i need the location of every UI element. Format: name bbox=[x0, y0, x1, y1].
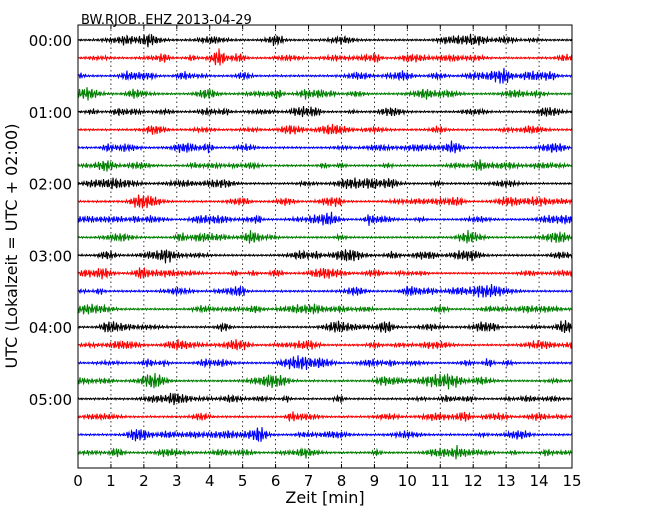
seismic-trace-0045 bbox=[77, 87, 573, 101]
y-tick-label: 03:00 bbox=[29, 247, 72, 265]
x-tick-label: 12 bbox=[464, 472, 483, 490]
seismic-trace-0445 bbox=[77, 373, 573, 390]
x-tick-label: 14 bbox=[530, 472, 549, 490]
seismic-trace-0100 bbox=[77, 105, 573, 118]
y-tick-label: 05:00 bbox=[29, 391, 72, 409]
x-axis-label: Zeit [min] bbox=[285, 488, 364, 507]
vertical-gridlines bbox=[110, 25, 540, 468]
x-tick-label: 7 bbox=[304, 472, 314, 490]
x-tick-label: 0 bbox=[73, 472, 83, 490]
x-tick-label: 8 bbox=[337, 472, 347, 490]
seismic-trace-0415 bbox=[77, 339, 573, 351]
x-tick-label: 9 bbox=[370, 472, 380, 490]
seismic-trace-0115 bbox=[77, 123, 573, 135]
x-tick-label: 1 bbox=[106, 472, 116, 490]
chart-title: BW.RJOB..EHZ 2013-04-29 bbox=[81, 13, 252, 28]
seismic-trace-0515 bbox=[77, 411, 573, 423]
seismic-trace-0030 bbox=[77, 67, 573, 84]
seismic-trace-0000 bbox=[77, 33, 573, 48]
x-tick-label: 11 bbox=[431, 472, 450, 490]
x-tick-label: 2 bbox=[139, 472, 149, 490]
seismic-trace-0015 bbox=[77, 48, 573, 66]
plot-frame bbox=[77, 24, 573, 469]
seismic-trace-0130 bbox=[77, 140, 573, 154]
seismic-trace-0230 bbox=[77, 211, 573, 226]
x-axis-ticks: 0 1 2 3 4 5 6 7 8 9 10 11 12 13 14 15 bbox=[73, 25, 582, 490]
seismic-trace-0200 bbox=[77, 177, 573, 190]
seismic-trace-0330 bbox=[77, 284, 573, 298]
seismic-trace-0500 bbox=[77, 392, 573, 406]
seismic-trace-0300 bbox=[77, 249, 573, 264]
plot-background bbox=[78, 25, 572, 468]
x-tick-label: 10 bbox=[398, 472, 417, 490]
seismic-trace-0400 bbox=[77, 320, 573, 334]
seismic-trace-0145 bbox=[77, 159, 573, 172]
x-tick-label: 5 bbox=[238, 472, 248, 490]
x-tick-label: 6 bbox=[271, 472, 281, 490]
x-tick-label: 3 bbox=[172, 472, 182, 490]
y-tick-label: 02:00 bbox=[29, 176, 72, 194]
y-axis-ticks: 00:00 01:00 02:00 03:00 04:00 05:00 bbox=[29, 32, 572, 409]
x-tick-label: 4 bbox=[205, 472, 215, 490]
seismic-trace-0430 bbox=[77, 355, 573, 370]
seismic-trace-0245 bbox=[77, 229, 573, 244]
y-axis-label: UTC (Lokalzeit = UTC + 02:00) bbox=[2, 124, 21, 369]
x-tick-label: 13 bbox=[497, 472, 516, 490]
x-tick-label: 15 bbox=[562, 472, 581, 490]
y-tick-label: 00:00 bbox=[29, 32, 72, 50]
seismic-trace-0345 bbox=[77, 303, 573, 315]
seismic-traces bbox=[77, 33, 573, 460]
y-tick-label: 01:00 bbox=[29, 104, 72, 122]
seismic-trace-0315 bbox=[77, 266, 573, 280]
seismic-trace-0530 bbox=[77, 427, 573, 443]
y-tick-label: 04:00 bbox=[29, 319, 72, 337]
seismic-trace-0215 bbox=[77, 194, 573, 209]
seismic-trace-0545 bbox=[77, 444, 573, 460]
